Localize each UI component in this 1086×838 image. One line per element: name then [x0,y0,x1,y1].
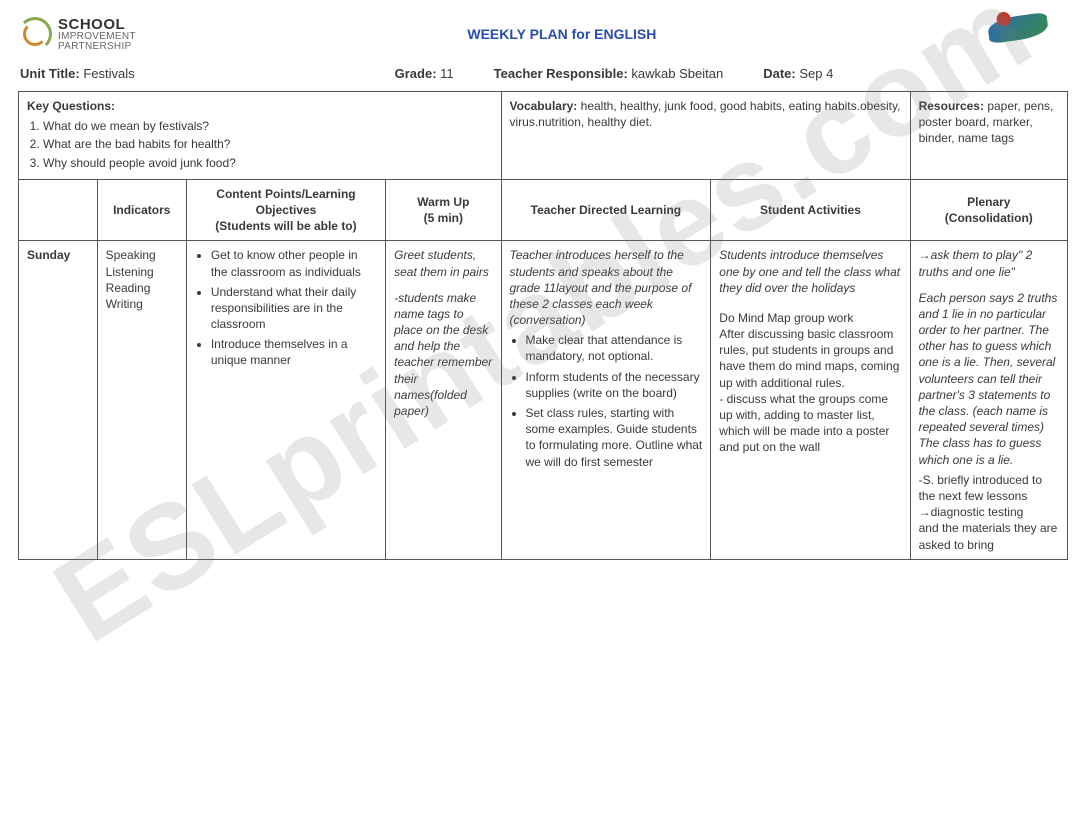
activities-intro: Students introduce themselves one by one… [719,247,901,296]
date-field: Date: Sep 4 [763,66,833,81]
swoosh-icon [987,12,1050,44]
tdl-item: Inform students of the necessary supplie… [526,369,703,401]
key-questions-title: Key Questions: [27,99,115,113]
col-head-tdl: Teacher Directed Learning [501,179,711,241]
logo-right [988,16,1068,52]
tdl-intro: Teacher introduces herself to the studen… [510,247,703,328]
col-head-objectives: Content Points/Learning Objectives (Stud… [186,179,385,241]
teacher-label: Teacher Responsible: [494,66,628,81]
plenary-cell: ask them to play" 2 truths and one lie" … [910,241,1067,559]
activities-p1: Do Mind Map group work [719,310,901,326]
col-head-activities: Student Activities [711,179,910,241]
resources-title: Resources: [919,99,984,113]
page-title: WEEKLY PLAN for ENGLISH [136,26,988,42]
tdl-cell: Teacher introduces herself to the studen… [501,241,711,559]
indicators-cell: Speaking Listening Reading Writing [97,241,186,559]
top-info-row: Key Questions: What do we mean by festiv… [19,92,1068,180]
warmup-intro: Greet students, seat them in pairs [394,247,492,279]
vocabulary-cell: Vocabulary: health, healthy, junk food, … [501,92,910,180]
plenary-it2: Each person says 2 truths and 1 lie in n… [919,290,1059,468]
grade-label: Grade: [395,66,437,81]
day-name: Sunday [19,241,98,559]
header: SCHOOL IMPROVEMENT PARTNERSHIP WEEKLY PL… [18,12,1068,60]
meta-row: Unit Title: Festivals Grade: 11 Teacher … [18,60,1068,91]
arrow-icon [919,248,931,262]
col-head-warmup: Warm Up (5 min) [386,179,501,241]
tdl-item: Set class rules, starting with some exam… [526,405,703,470]
objectives-cell: Get to know other people in the classroo… [186,241,385,559]
grade-value: 11 [440,66,454,81]
plenary-it1: ask them to play" 2 truths and one lie" [919,248,1033,278]
logo-left: SCHOOL IMPROVEMENT PARTNERSHIP [18,17,136,52]
tdl-item: Make clear that attendance is mandatory,… [526,332,703,364]
unit-title-field: Unit Title: Festivals [20,66,135,81]
col-head-plenary-sub: (Consolidation) [919,210,1059,226]
col-head-blank [19,179,98,241]
warmup-detail: -students make name tags to place on the… [394,290,492,420]
vocabulary-title: Vocabulary: [510,99,578,113]
column-header-row: Indicators Content Points/Learning Objec… [19,179,1068,241]
logo-rings-icon [18,17,52,51]
col-head-objectives-main: Content Points/Learning Objectives [216,187,355,217]
plenary-p1: -S. briefly introduced to the next few l… [919,472,1059,521]
teacher-value: kawkab Sbeitan [631,66,723,81]
objective-item: Understand what their daily responsibili… [211,284,377,333]
col-head-objectives-sub: (Students will be able to) [195,218,377,234]
col-head-warmup-main: Warm Up [417,195,469,209]
key-question-item: Why should people avoid junk food? [43,155,493,171]
warmup-cell: Greet students, seat them in pairs -stud… [386,241,501,559]
date-value: Sep 4 [799,66,833,81]
key-question-item: What are the bad habits for health? [43,136,493,152]
logo-text-3: PARTNERSHIP [58,42,136,52]
grade-field: Grade: 11 [395,66,454,81]
date-label: Date: [763,66,796,81]
col-head-plenary: Plenary (Consolidation) [910,179,1067,241]
plan-table: Key Questions: What do we mean by festiv… [18,91,1068,560]
unit-title-label: Unit Title: [20,66,80,81]
key-questions-list: What do we mean by festivals? What are t… [43,118,493,171]
activities-cell: Students introduce themselves one by one… [711,241,910,559]
col-head-indicators: Indicators [97,179,186,241]
key-question-item: What do we mean by festivals? [43,118,493,134]
teacher-field: Teacher Responsible: kawkab Sbeitan [494,66,724,81]
objective-item: Get to know other people in the classroo… [211,247,377,279]
activities-p2: After discussing basic classroom rules, … [719,326,901,391]
logo-text-1: SCHOOL [58,17,136,32]
resources-cell: Resources: paper, pens, poster board, ma… [910,92,1067,180]
day-row-sunday: Sunday Speaking Listening Reading Writin… [19,241,1068,559]
plenary-line1: ask them to play" 2 truths and one lie" [919,247,1059,279]
col-head-plenary-main: Plenary [967,195,1010,209]
activities-p3: - discuss what the groups come up with, … [719,391,901,456]
objective-item: Introduce themselves in a unique manner [211,336,377,368]
plenary-p2: and the materials they are asked to brin… [919,520,1059,552]
logo-text-2: IMPROVEMENT [58,32,136,42]
col-head-warmup-sub: (5 min) [394,210,492,226]
key-questions-cell: Key Questions: What do we mean by festiv… [19,92,502,180]
unit-title-value: Festivals [83,66,134,81]
